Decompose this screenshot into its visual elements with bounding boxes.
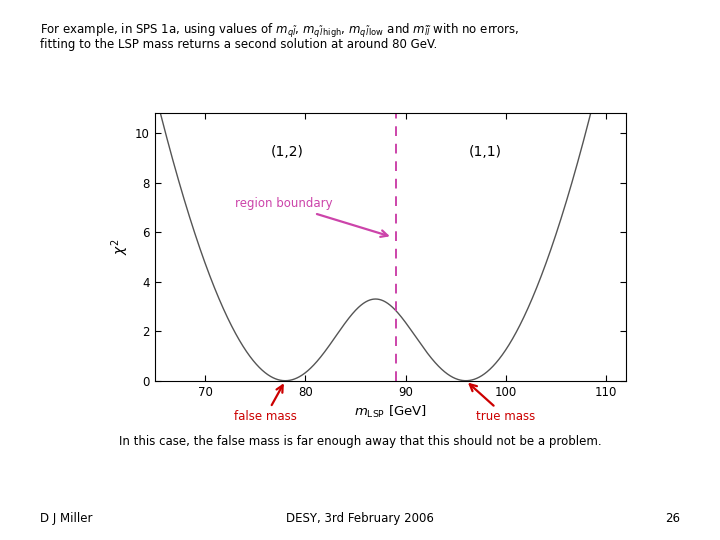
Text: region boundary: region boundary bbox=[235, 198, 387, 237]
Text: false mass: false mass bbox=[234, 386, 297, 423]
X-axis label: $m_{\mathrm{LSP}}$ [GeV]: $m_{\mathrm{LSP}}$ [GeV] bbox=[354, 404, 427, 420]
Y-axis label: $\chi^2$: $\chi^2$ bbox=[109, 239, 131, 255]
Text: For example, in SPS 1a, using values of $m_{q\tilde{l}}$, $m_{q\tilde{l}\,\mathr: For example, in SPS 1a, using values of … bbox=[40, 22, 519, 39]
Text: DESY, 3rd February 2006: DESY, 3rd February 2006 bbox=[286, 512, 434, 525]
Text: (1,2): (1,2) bbox=[271, 145, 303, 159]
Text: 26: 26 bbox=[665, 512, 680, 525]
Text: D J Miller: D J Miller bbox=[40, 512, 92, 525]
Text: (1,1): (1,1) bbox=[469, 145, 501, 159]
Text: fitting to the LSP mass returns a second solution at around 80 GeV.: fitting to the LSP mass returns a second… bbox=[40, 38, 437, 51]
Text: In this case, the false mass is far enough away that this should not be a proble: In this case, the false mass is far enou… bbox=[119, 435, 601, 448]
Text: true mass: true mass bbox=[469, 384, 536, 423]
